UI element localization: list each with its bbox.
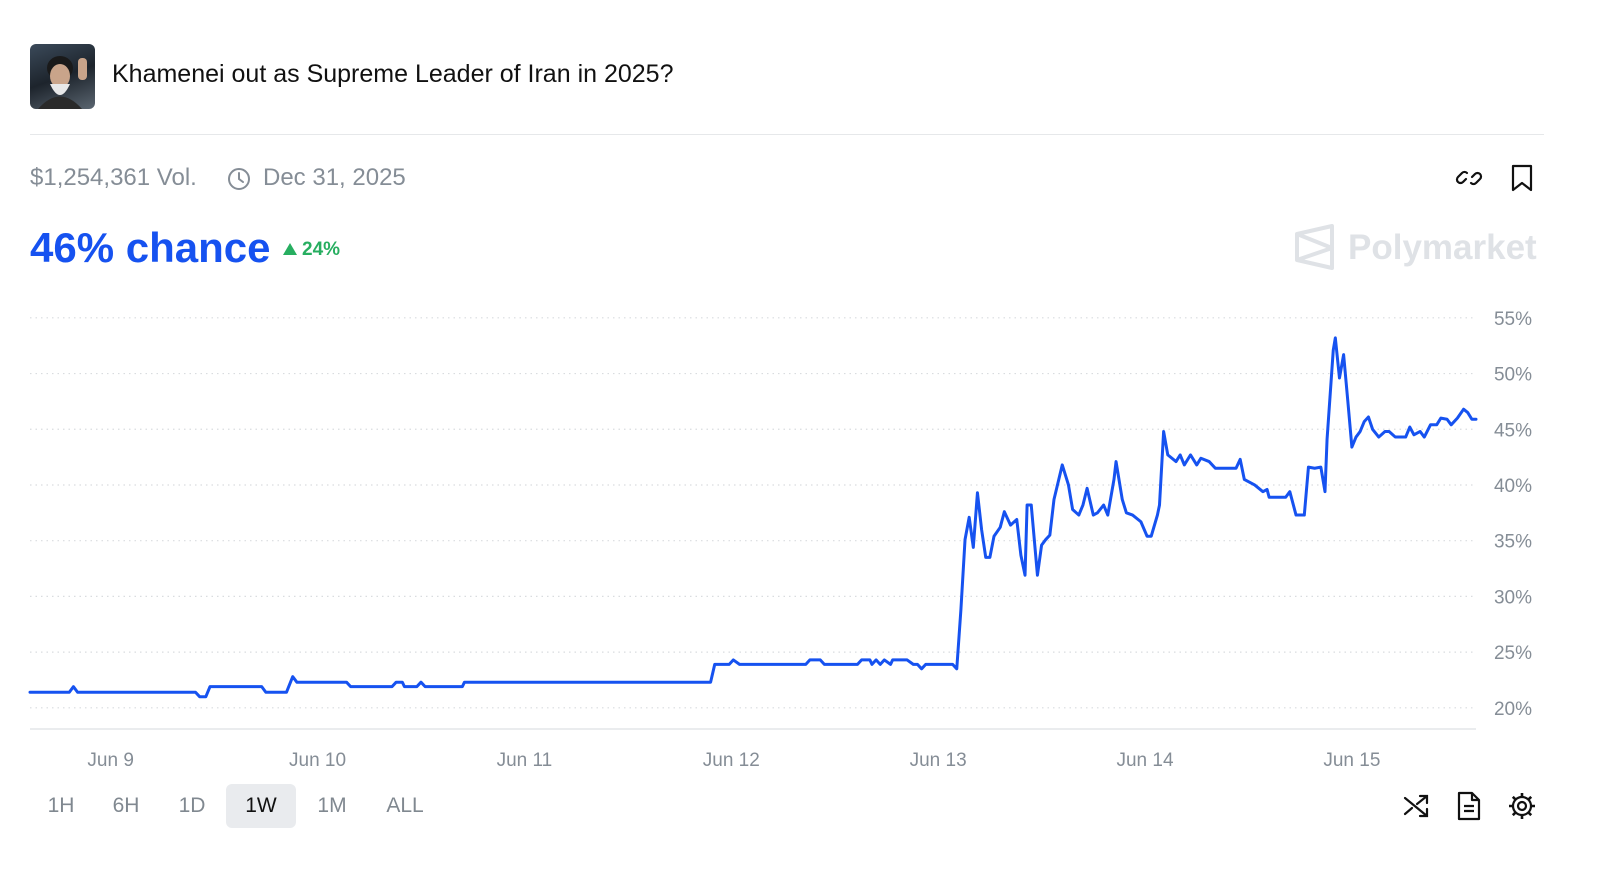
- y-tick-label: 20%: [1494, 699, 1532, 720]
- y-tick-label: 35%: [1494, 532, 1532, 553]
- change: 24%: [302, 239, 341, 260]
- timeframe-button[interactable]: 1H: [47, 794, 75, 817]
- y-tick-label: 50%: [1494, 365, 1532, 386]
- y-tick-label: 55%: [1494, 309, 1532, 330]
- bookmark-button[interactable]: [1510, 164, 1534, 192]
- x-tick-label: Jun 12: [703, 750, 760, 771]
- y-tick-label: 30%: [1494, 587, 1532, 608]
- x-tick-label: Jun 15: [1323, 750, 1380, 771]
- x-tick-label: Jun 9: [87, 750, 133, 771]
- settings-button[interactable]: [1507, 791, 1537, 821]
- document-button[interactable]: [1456, 791, 1482, 821]
- x-tick-label: Jun 13: [910, 750, 967, 771]
- x-tick-label: Jun 10: [289, 750, 346, 771]
- price-line: [28, 336, 1478, 699]
- timeframe-button[interactable]: 6H: [112, 794, 140, 817]
- clock-icon: [228, 168, 250, 190]
- market-title: Khamenei out as Supreme Leader of Iran i…: [112, 60, 674, 88]
- brand: Polymarket: [1348, 228, 1537, 267]
- volume: $1,254,361 Vol.: [30, 164, 197, 191]
- x-tick-label: Jun 11: [497, 750, 553, 771]
- link-button[interactable]: [1455, 164, 1483, 192]
- divider: [30, 134, 1544, 135]
- timeframe-button[interactable]: 1M: [317, 794, 347, 817]
- x-tick-label: Jun 14: [1116, 750, 1173, 771]
- timeframe-button[interactable]: 1D: [178, 794, 206, 817]
- end-date: Dec 31, 2025: [263, 164, 406, 191]
- timeframe-button[interactable]: 1W: [226, 784, 296, 828]
- market-image: [30, 44, 95, 109]
- brand-logo: [1295, 224, 1334, 270]
- y-tick-label: 25%: [1494, 643, 1532, 664]
- y-tick-label: 45%: [1494, 420, 1532, 441]
- chart: 20% 25% 30% 35% 40% 45% 50% 55% Jun 9 Jun 10 Jun 1…: [28, 309, 1532, 771]
- shuffle-button[interactable]: [1402, 792, 1430, 820]
- timeframe-button[interactable]: ALL: [386, 794, 424, 817]
- up-arrow: [283, 243, 297, 255]
- chance: 46% chance: [30, 224, 271, 271]
- portrait: [38, 56, 87, 109]
- y-tick-label: 40%: [1494, 476, 1532, 497]
